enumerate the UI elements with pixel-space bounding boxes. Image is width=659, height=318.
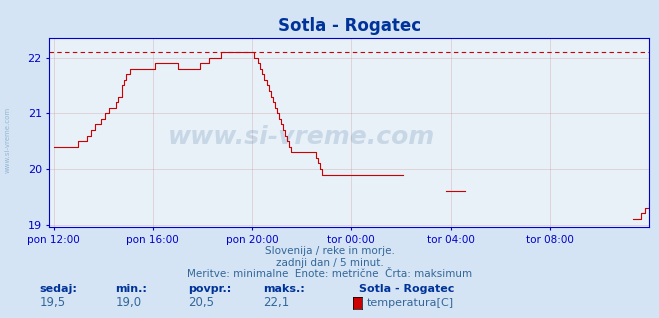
Text: www.si-vreme.com: www.si-vreme.com	[5, 107, 11, 173]
Title: Sotla - Rogatec: Sotla - Rogatec	[277, 17, 421, 35]
Text: zadnji dan / 5 minut.: zadnji dan / 5 minut.	[275, 258, 384, 267]
Text: povpr.:: povpr.:	[188, 284, 231, 294]
Text: 22,1: 22,1	[264, 296, 290, 309]
Text: 19,0: 19,0	[115, 296, 142, 309]
Text: Meritve: minimalne  Enote: metrične  Črta: maksimum: Meritve: minimalne Enote: metrične Črta:…	[187, 269, 472, 279]
Text: www.si-vreme.com: www.si-vreme.com	[167, 125, 435, 149]
Text: maks.:: maks.:	[264, 284, 305, 294]
Text: 20,5: 20,5	[188, 296, 214, 309]
Text: Slovenija / reke in morje.: Slovenija / reke in morje.	[264, 246, 395, 256]
Text: min.:: min.:	[115, 284, 147, 294]
Text: Sotla - Rogatec: Sotla - Rogatec	[359, 284, 455, 294]
Text: temperatura[C]: temperatura[C]	[366, 298, 453, 308]
Text: 19,5: 19,5	[40, 296, 66, 309]
Text: sedaj:: sedaj:	[40, 284, 77, 294]
